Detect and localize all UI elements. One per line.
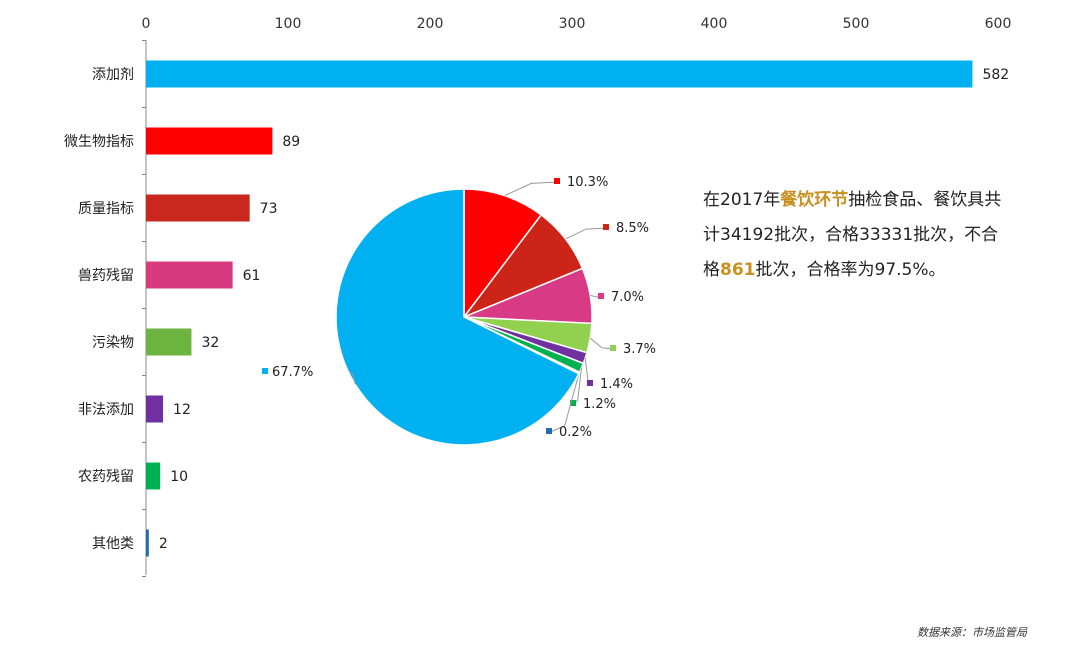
legend-marker [546,428,552,434]
category-label: 微生物指标 [64,134,134,150]
bar [146,127,273,155]
summary-part-1: 在2017年 [703,190,781,210]
category-label: 质量指标 [78,201,134,217]
pie-slice [463,188,543,320]
legend-marker [610,345,616,351]
legend-marker [598,293,604,299]
legend-marker [262,368,268,374]
summary-part-3: 批次，合格率为97.5%。 [755,260,946,280]
data-label: 10 [170,469,188,485]
bar [146,60,973,88]
summary-part-2: 抽检食品、餐饮具共计34192批次，合格33331批次，不合格 [703,190,1002,280]
category-label: 农药残留 [78,469,134,485]
bar [146,529,149,557]
x-tick-label: 300 [559,16,586,32]
bar [146,462,161,490]
category-label: 污染物 [92,335,134,351]
pie-percent-label: 7.0% [611,290,644,305]
leader-line [504,181,559,197]
data-label: 582 [982,67,1009,83]
data-label: 61 [243,268,261,284]
pie-percent-label: 67.7% [272,365,313,380]
bar [146,194,250,222]
leader-line [549,372,580,433]
x-tick-label: 0 [142,16,151,32]
legend-marker [603,224,609,230]
summary-text: 在2017年餐饮环节抽检食品、餐饮具共计34192批次，合格33331批次，不合… [703,183,1003,288]
summary-highlight-stage: 餐饮环节 [780,190,849,210]
pie-percent-label: 8.5% [616,221,649,236]
bar [146,328,192,356]
data-label: 89 [282,134,300,150]
leader-line [349,371,356,385]
category-label: 添加剂 [92,67,134,83]
leader-line [565,227,608,240]
x-tick-label: 200 [417,16,444,32]
data-label: 32 [201,335,219,351]
bar [146,395,164,423]
bar-chart: 0 100 200 300 400 500 600 添加剂 582 微生物指标 89 质量指标 73 兽药… [64,16,1011,577]
x-tick-label: 100 [275,16,302,32]
pie-chart: 10.3% 8.5% 7.0% 3.7% 1.4% 1.2% 0.2% 67.7% [262,175,656,446]
data-label: 12 [173,402,191,418]
summary-highlight-failed-count: 861 [720,260,756,280]
pie-percent-label: 0.2% [559,425,592,440]
x-tick-label: 400 [701,16,728,32]
pie-percent-label: 1.2% [583,397,616,412]
data-label: 73 [260,201,278,217]
x-tick-label: 600 [985,16,1012,32]
pie-percent-label: 3.7% [623,342,656,357]
pie-percent-label: 10.3% [567,175,608,190]
category-label: 其他类 [92,536,134,552]
x-tick-label: 500 [843,16,870,32]
pie-percent-label: 1.4% [600,377,633,392]
data-label: 2 [159,536,168,552]
legend-marker [554,178,560,184]
legend-marker [587,380,593,386]
legend-marker [570,400,576,406]
bar [146,261,233,289]
category-label: 非法添加 [78,402,134,418]
data-source-note: 数据来源：市场监管局 [917,626,1027,639]
category-label: 兽药残留 [78,268,134,284]
